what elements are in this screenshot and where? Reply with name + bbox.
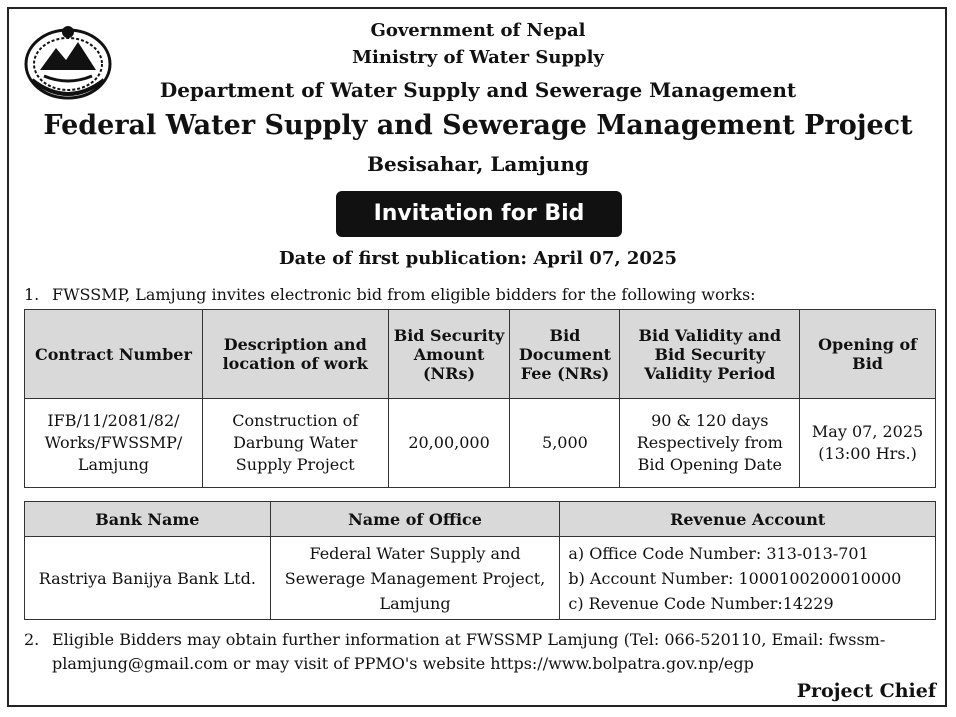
bank-table: Bank Name Name of Office Revenue Account… (24, 501, 936, 620)
location-title: Besisahar, Lamjung (367, 152, 589, 176)
bid-table: Contract Number Description and location… (24, 309, 936, 488)
paragraph-2: 2. Eligible Bidders may obtain further in… (24, 628, 942, 676)
publication-date: Date of first publication: April 07, 202… (279, 248, 677, 269)
paragraph-1: 1. FWSSMP, Lamjung invites electronic bid… (24, 283, 944, 307)
ministry-title: Ministry of Water Supply (352, 47, 604, 68)
government-title: Government of Nepal (370, 20, 586, 41)
header-description: Description and location of work (201, 309, 389, 399)
invitation-banner: Invitation for Bid (336, 191, 622, 237)
cell-revenue-account: a) Office Code Number: 313-013-701 b) Ac… (559, 536, 936, 620)
notice-frame (7, 7, 947, 707)
signature: Project Chief (796, 680, 936, 702)
header-bank-name: Bank Name (24, 501, 271, 537)
cell-description: Construction of Darbung Water Supply Pro… (201, 398, 389, 488)
bid-table-header-row: Contract Number Description and location… (24, 309, 936, 399)
cell-opening: May 07, 2025 (13:00 Hrs.) (799, 398, 936, 488)
header-document-fee: Bid Document Fee (NRs) (509, 309, 621, 399)
header-validity: Bid Validity and Bid Security Validity P… (619, 309, 801, 399)
paragraph-2-number: 2. (24, 630, 40, 649)
cell-office-name: Federal Water Supply and Sewerage Manage… (269, 536, 561, 620)
cell-document-fee: 5,000 (509, 398, 621, 488)
paragraph-1-text: FWSSMP, Lamjung invites electronic bid f… (52, 285, 756, 304)
bank-table-header-row: Bank Name Name of Office Revenue Account (24, 501, 936, 537)
header-contract-number: Contract Number (24, 309, 203, 399)
government-emblem-icon (24, 26, 112, 100)
header-revenue-account: Revenue Account (559, 501, 936, 537)
header-bid-security: Bid Security Amount (NRs) (387, 309, 511, 399)
table-row: IFB/11/2081/82/ Works/FWSSMP/ Lamjung Co… (24, 398, 936, 488)
paragraph-2-line1: Eligible Bidders may obtain further info… (52, 630, 886, 649)
paragraph-2-line2: plamjung@gmail.com or may visit of PPMO'… (52, 654, 754, 673)
cell-validity: 90 & 120 days Respectively from Bid Open… (619, 398, 801, 488)
header-opening: Opening of Bid (799, 309, 936, 399)
department-title: Department of Water Supply and Sewerage … (159, 78, 797, 102)
table-row: Rastriya Banijya Bank Ltd. Federal Water… (24, 536, 936, 620)
cell-bank-name: Rastriya Banijya Bank Ltd. (24, 536, 271, 620)
header-office-name: Name of Office (269, 501, 561, 537)
cell-bid-security: 20,00,000 (387, 398, 511, 488)
project-title: Federal Water Supply and Sewerage Manage… (43, 110, 913, 141)
cell-contract-number: IFB/11/2081/82/ Works/FWSSMP/ Lamjung (24, 398, 203, 488)
paragraph-1-number: 1. (24, 285, 40, 304)
